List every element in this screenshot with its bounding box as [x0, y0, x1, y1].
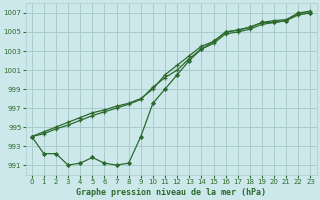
X-axis label: Graphe pression niveau de la mer (hPa): Graphe pression niveau de la mer (hPa)	[76, 188, 266, 197]
